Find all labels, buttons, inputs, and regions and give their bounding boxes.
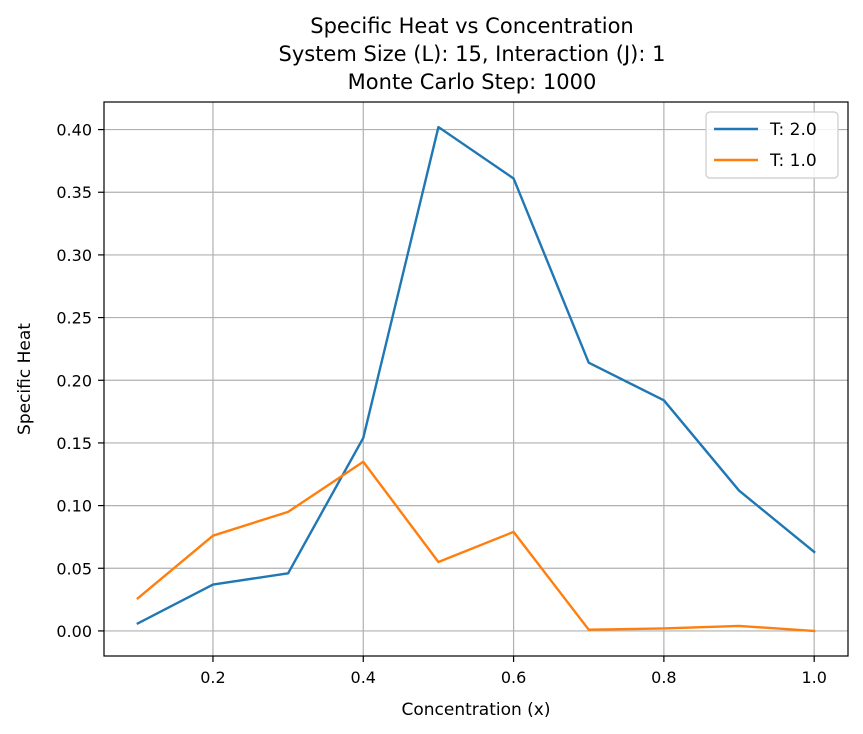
x-axis-label: Concentration (x): [402, 700, 551, 720]
grid-lines: [104, 102, 848, 656]
y-axis-ticks: 0.00 0.05 0.10 0.15 0.20 0.25 0.30 0.35 0.40: [56, 121, 104, 641]
x-tick-label: 1.0: [801, 668, 826, 687]
y-tick-label: 0.00: [56, 622, 92, 641]
legend-label-t1: T: 1.0: [769, 151, 817, 171]
y-tick-label: 0.25: [56, 309, 92, 328]
x-tick-label: 0.4: [351, 668, 376, 687]
chart-title-line-1: Specific Heat vs Concentration: [310, 14, 634, 38]
series-lines: [136, 125, 816, 633]
x-tick-label: 0.8: [651, 668, 676, 687]
y-tick-label: 0.10: [56, 497, 92, 516]
chart-title-line-2: System Size (L): 15, Interaction (J): 1: [279, 42, 666, 66]
legend-label-t2: T: 2.0: [769, 120, 817, 140]
chart-title-line-3: Monte Carlo Step: 1000: [348, 70, 597, 94]
y-tick-label: 0.30: [56, 246, 92, 265]
y-tick-label: 0.05: [56, 559, 92, 578]
y-tick-label: 0.35: [56, 183, 92, 202]
plot-frame: [103, 101, 849, 657]
y-tick-label: 0.40: [56, 121, 92, 140]
legend: T: 2.0 T: 1.0: [705, 111, 839, 179]
y-tick-label: 0.20: [56, 371, 92, 390]
x-axis-ticks: 0.2 0.4 0.6 0.8 1.0: [200, 656, 827, 687]
x-tick-label: 0.6: [501, 668, 526, 687]
series-line-t1: [136, 460, 816, 633]
series-line-t2: [136, 125, 816, 626]
y-axis-label: Specific Heat: [15, 323, 35, 435]
x-tick-label: 0.2: [200, 668, 225, 687]
chart-title: Specific Heat vs Concentration System Si…: [279, 14, 666, 94]
y-tick-label: 0.15: [56, 434, 92, 453]
